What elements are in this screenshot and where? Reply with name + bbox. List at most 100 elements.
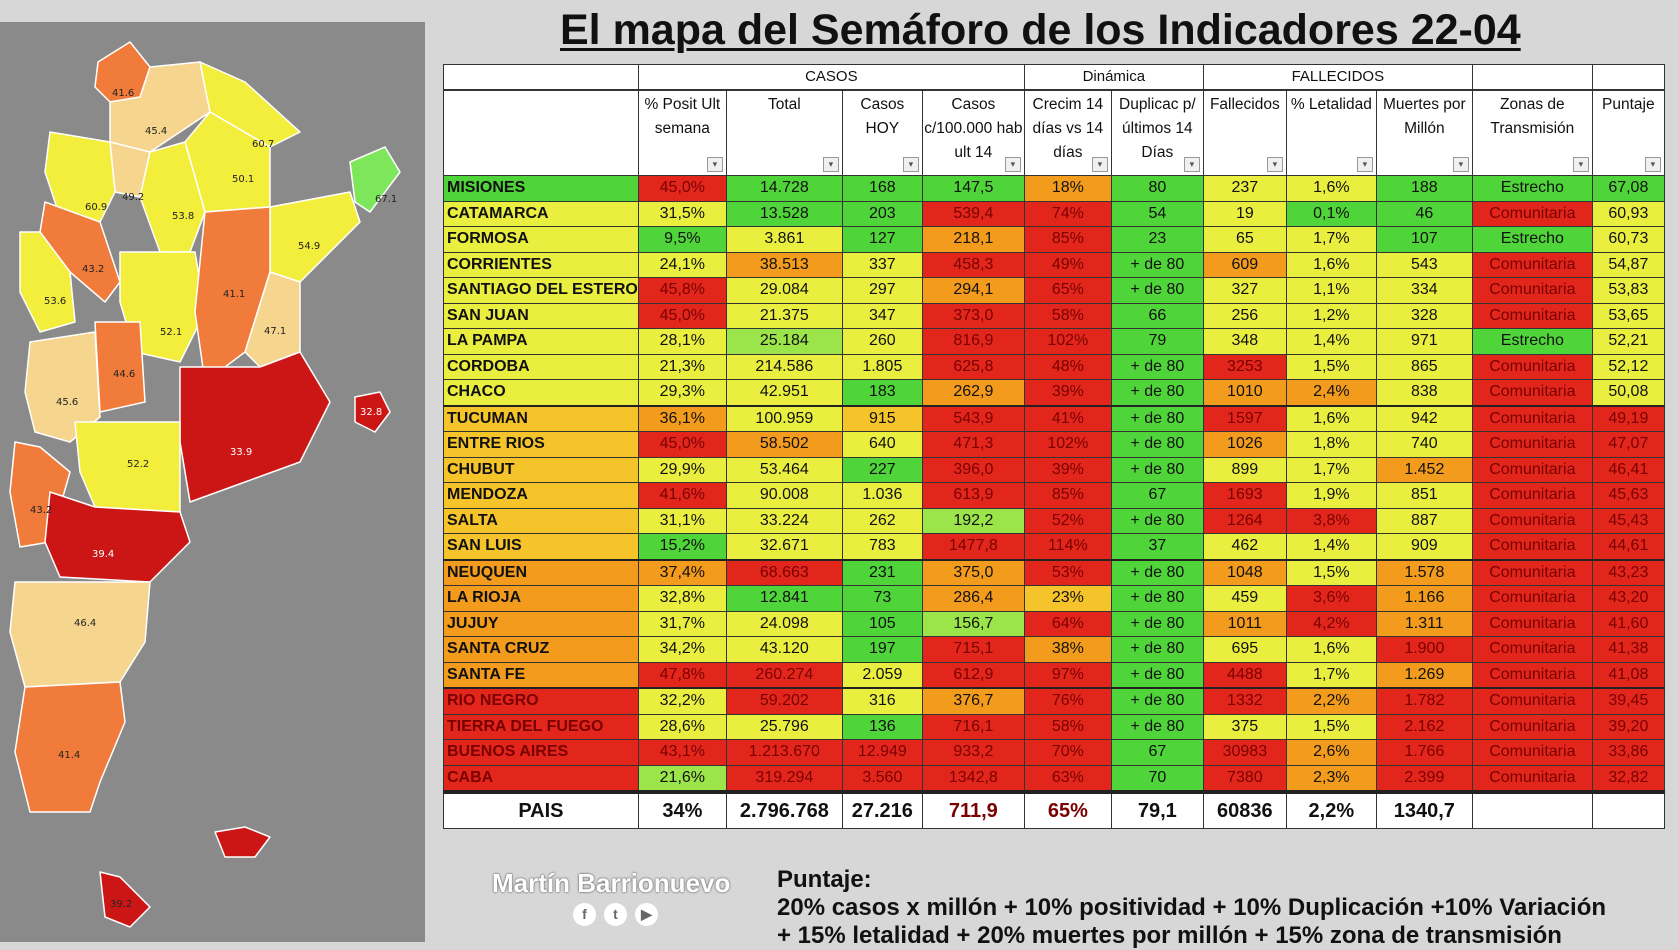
- filter-dropdown-icon[interactable]: ▾: [1572, 157, 1589, 172]
- group-header-empty: [1591, 64, 1665, 91]
- province-cell: SANTIAGO DEL ESTERO: [443, 277, 639, 304]
- filter-dropdown-icon[interactable]: ▾: [1452, 157, 1469, 172]
- value-cell: Comunitaria: [1471, 764, 1593, 793]
- value-cell: 348: [1202, 328, 1287, 355]
- value-cell: 46: [1375, 200, 1473, 227]
- value-cell: 29,3%: [637, 379, 727, 406]
- value-cell: 41%: [1023, 404, 1112, 432]
- value-cell: 147,5: [921, 175, 1025, 202]
- value-cell: 319.294: [725, 764, 843, 793]
- value-cell: + de 80: [1110, 558, 1204, 586]
- value-cell: 49,19: [1591, 404, 1665, 432]
- value-cell: 0,1%: [1285, 200, 1377, 227]
- value-cell: 70: [1110, 764, 1204, 793]
- value-cell: 45,43: [1591, 507, 1665, 534]
- province-cell: PAIS: [443, 790, 639, 829]
- value-cell: 262: [841, 507, 923, 534]
- value-cell: 327: [1202, 277, 1287, 304]
- value-cell: 316: [841, 687, 923, 715]
- table-row: SANTIAGO DEL ESTERO 45,8% 29.084 297 294,1 65…: [443, 277, 1665, 304]
- value-cell: 65: [1202, 226, 1287, 253]
- value-cell: 45,63: [1591, 482, 1665, 509]
- province-cell: CORDOBA: [443, 353, 639, 380]
- table-row: MENDOZA 41,6% 90.008 1.036 613,9 85% 67 1693 1,9…: [443, 482, 1665, 509]
- filter-dropdown-icon[interactable]: ▾: [1356, 157, 1373, 172]
- province-cell: RIO NEGRO: [443, 687, 639, 715]
- map-label-16: 33.9: [230, 447, 252, 458]
- province-cell: SAN JUAN: [443, 302, 639, 329]
- score-formula-line1: 20% casos x millón + 10% positividad + 1…: [777, 894, 1607, 921]
- value-cell: 1264: [1202, 507, 1287, 534]
- table-row: JUJUY 31,7% 24.098 105 156,7 64% + de 80 1011 4,…: [443, 610, 1665, 637]
- facebook-icon[interactable]: f: [573, 903, 596, 926]
- value-cell: 2.059: [841, 661, 923, 689]
- value-cell: 3,6%: [1285, 585, 1377, 612]
- filter-dropdown-icon[interactable]: ▾: [822, 157, 839, 172]
- filter-dropdown-icon[interactable]: ▾: [1183, 157, 1200, 172]
- value-cell: 60,73: [1591, 226, 1665, 253]
- map-label-20: 39.4: [92, 549, 114, 560]
- page-title: El mapa del Semáforo de los Indicadores …: [560, 6, 1521, 54]
- value-cell: 41,60: [1591, 610, 1665, 637]
- value-cell: 2.162: [1375, 713, 1473, 740]
- value-cell: Estrecho: [1471, 226, 1593, 253]
- value-cell: 34,2%: [637, 636, 727, 663]
- filter-dropdown-icon[interactable]: ▾: [706, 157, 723, 172]
- group-header-fallecidos: FALLECIDOS: [1202, 64, 1473, 91]
- value-cell: 1.578: [1375, 558, 1473, 586]
- value-cell: 59.202: [725, 687, 843, 715]
- value-cell: 1693: [1202, 482, 1287, 509]
- province-rionegro: [44, 491, 191, 583]
- value-cell: 36,1%: [637, 404, 727, 432]
- value-cell: 32.671: [725, 533, 843, 560]
- filter-dropdown-icon[interactable]: ▾: [1266, 157, 1283, 172]
- value-cell: + de 80: [1110, 353, 1204, 380]
- value-cell: 1.766: [1375, 739, 1473, 766]
- province-caba: [354, 391, 391, 433]
- value-cell: 471,3: [921, 431, 1025, 458]
- value-cell: 33.224: [725, 507, 843, 534]
- value-cell: 25.184: [725, 328, 843, 355]
- value-cell: 1342,8: [921, 764, 1025, 793]
- map-value-labels: 41.6 45.4 60.7 50.1 60.9 49.2 53.8 67.1 …: [30, 88, 397, 910]
- value-cell: 32,2%: [637, 687, 727, 715]
- column-header-9: Muertes por Millón ▾: [1375, 89, 1473, 176]
- value-cell: 23%: [1023, 585, 1112, 612]
- value-cell: 45,0%: [637, 431, 727, 458]
- value-cell: 783: [841, 533, 923, 560]
- province-chubut: [9, 581, 151, 688]
- value-cell: Comunitaria: [1471, 661, 1593, 689]
- twitter-icon[interactable]: t: [604, 903, 627, 926]
- column-header-label: % Posit Ult semana: [644, 96, 721, 137]
- value-cell: 1,6%: [1285, 404, 1377, 432]
- value-cell: 1.452: [1375, 456, 1473, 483]
- score-formula-label: Puntaje:: [777, 866, 872, 893]
- map-label-14: 44.6: [113, 369, 135, 380]
- province-cell: SANTA CRUZ: [443, 636, 639, 663]
- filter-dropdown-icon[interactable]: ▾: [902, 157, 919, 172]
- value-cell: 625,8: [921, 353, 1025, 380]
- value-cell: Comunitaria: [1471, 585, 1593, 612]
- author-brand: Martín Barrionuevo: [492, 868, 731, 898]
- value-cell: 27.216: [841, 790, 923, 829]
- filter-dropdown-icon[interactable]: ▾: [1091, 157, 1108, 172]
- value-cell: 79: [1110, 328, 1204, 355]
- value-cell: 58.502: [725, 431, 843, 458]
- province-tierradelfuego: [99, 871, 151, 928]
- filter-dropdown-icon[interactable]: ▾: [1644, 157, 1661, 172]
- table-body: MISIONES 45,0% 14.728 168 147,5 18% 80 237 1,6% 1…: [443, 175, 1665, 829]
- value-cell: 41,38: [1591, 636, 1665, 663]
- value-cell: Comunitaria: [1471, 353, 1593, 380]
- value-cell: 54,87: [1591, 251, 1665, 278]
- value-cell: Comunitaria: [1471, 200, 1593, 227]
- value-cell: 41,08: [1591, 661, 1665, 689]
- value-cell: 214.586: [725, 353, 843, 380]
- value-cell: 715,1: [921, 636, 1025, 663]
- province-cell: JUJUY: [443, 610, 639, 637]
- province-cell: NEUQUEN: [443, 558, 639, 586]
- column-header-label: Muertes por Millón: [1382, 96, 1466, 137]
- value-cell: + de 80: [1110, 585, 1204, 612]
- value-cell: 34%: [637, 790, 727, 829]
- filter-dropdown-icon[interactable]: ▾: [1004, 157, 1021, 172]
- youtube-icon[interactable]: ▶: [635, 903, 658, 926]
